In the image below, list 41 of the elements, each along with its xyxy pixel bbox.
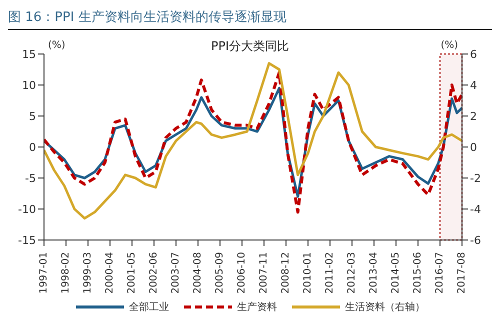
x-tick-label: 1999-03 <box>82 252 94 294</box>
x-tick-label: 2007-11 <box>258 252 270 294</box>
x-tick-label: 2005-09 <box>214 252 226 294</box>
y2-tick-label: 6 <box>470 48 477 61</box>
y2-tick-label: -6 <box>470 234 481 247</box>
x-tick-label: 2014-05 <box>390 252 402 294</box>
x-tick-label: 2003-07 <box>170 252 182 294</box>
x-tick-label: 1997-01 <box>38 252 50 294</box>
y-tick-label: 15 <box>22 48 36 61</box>
x-tick-label: 2010-01 <box>302 252 314 294</box>
chart-subtitle: PPI分大类同比 <box>210 39 289 53</box>
x-tick-label: 2000-04 <box>104 252 116 294</box>
x-tick-label: 2015-06 <box>412 252 424 294</box>
x-tick-label: 2013-04 <box>368 252 380 294</box>
x-tick-label: 2002-06 <box>148 252 160 294</box>
y-tick-label: 5 <box>29 110 36 123</box>
y-tick-label: -15 <box>18 234 36 247</box>
x-tick-label: 2011-02 <box>324 252 336 294</box>
y2-tick-label: 0 <box>470 140 477 154</box>
y2-tick-label: 2 <box>470 110 477 123</box>
y-axis-title: (%) <box>48 40 66 51</box>
y2-tick-label: 4 <box>470 78 477 92</box>
y-tick-label: 0 <box>29 140 36 154</box>
legend-label: 生产资料 <box>237 300 277 314</box>
x-tick-label: 2006-10 <box>236 252 248 294</box>
x-tick-label: 2017-08 <box>456 252 468 294</box>
y2-axis-title: (%) <box>440 40 458 51</box>
y-tick-label: -10 <box>18 202 36 216</box>
legend-label: 全部工业 <box>129 300 169 314</box>
x-tick-label: 2016-07 <box>434 252 446 294</box>
x-tick-label: 2004-08 <box>192 252 204 294</box>
y2-tick-label: -4 <box>470 202 481 216</box>
y-tick-label: 10 <box>22 78 36 92</box>
legend-label: 生活资料（右轴） <box>345 300 425 314</box>
x-tick-label: 2008-12 <box>280 252 292 294</box>
x-tick-label: 1998-02 <box>60 252 72 294</box>
y-tick-label: -5 <box>25 172 36 185</box>
x-tick-label: 2012-03 <box>346 252 358 294</box>
chart-title: 图 16：PPI 生产资料向生活资料的传导逐渐显现 <box>8 8 492 30</box>
y2-tick-label: -2 <box>470 172 481 185</box>
x-tick-label: 2001-05 <box>126 252 138 294</box>
